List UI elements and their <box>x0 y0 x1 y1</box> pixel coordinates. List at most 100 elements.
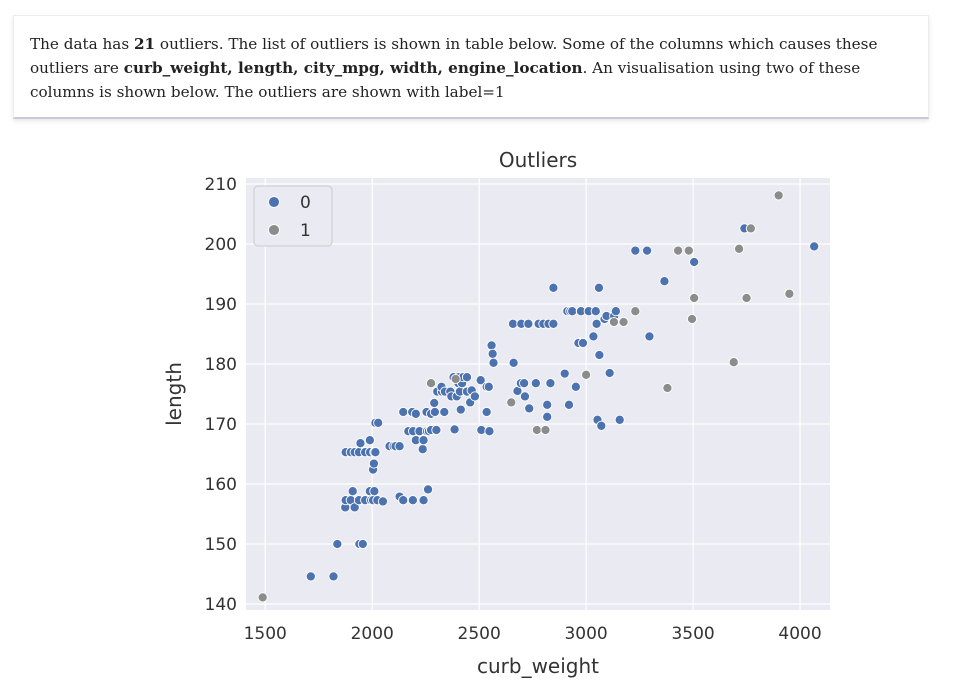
legend-marker <box>268 196 280 208</box>
legend-label: 0 <box>300 193 311 213</box>
legend-label: 1 <box>300 221 311 241</box>
inlier-point <box>407 495 418 506</box>
y-tick-label: 170 <box>205 415 237 435</box>
x-tick-label: 2000 <box>351 624 394 644</box>
scatter-plot-svg: 1500 2000 2500 3000 3500 4000 140150160170180… <box>162 148 830 678</box>
inlier-point <box>630 245 641 256</box>
description-mid: outliers. The list of outliers is shown … <box>30 35 878 77</box>
outlier-point <box>773 190 784 201</box>
inlier-point <box>418 495 429 506</box>
outlier-point <box>257 592 268 603</box>
inlier-point <box>347 486 358 497</box>
x-axis-label: curb_weight <box>477 654 599 678</box>
inlier-point <box>369 486 380 497</box>
inlier-point <box>588 331 599 342</box>
inlier-point <box>455 404 466 415</box>
inlier-point <box>530 378 541 389</box>
inlier-point <box>417 444 428 455</box>
inlier-point <box>570 381 581 392</box>
inlier-point <box>659 276 670 287</box>
inlier-point <box>410 408 421 419</box>
inlier-point <box>519 378 530 389</box>
outlier-point <box>683 245 694 256</box>
inlier-point <box>370 447 381 458</box>
description-suffix: . An visualisation using two of these co… <box>30 59 861 101</box>
inlier-point <box>545 378 556 389</box>
data-points <box>257 190 820 603</box>
y-tick-label: 150 <box>205 535 237 555</box>
outlier-columns: curb_weight, length, city_mpg, width, en… <box>123 59 583 77</box>
inlier-point <box>610 306 621 317</box>
y-tick-label: 140 <box>205 595 237 615</box>
legend: 01 <box>253 185 333 247</box>
legend-marker <box>268 224 280 236</box>
x-tick-label: 3500 <box>671 624 714 644</box>
inlier-point <box>484 426 495 437</box>
inlier-point <box>542 399 553 410</box>
inlier-point <box>398 495 409 506</box>
description-card: The data has 21 outliers. The list of ou… <box>13 15 929 119</box>
outlier-point <box>450 373 461 385</box>
outliers-chart: 1500 2000 2500 3000 3500 4000 140 150 160 170 180… <box>150 138 850 683</box>
chart-title: Outliers <box>499 148 577 172</box>
outlier-point <box>745 223 756 234</box>
y-tick-label: 210 <box>205 175 237 195</box>
inlier-point <box>507 318 519 329</box>
outlier-point <box>540 424 551 436</box>
x-tick-labels: 1500 2000 2500 3000 3500 4000 <box>244 624 822 644</box>
inlier-point <box>559 368 570 379</box>
y-tick-label: 200 <box>205 235 237 255</box>
inlier-point <box>590 306 601 317</box>
x-tick-label: 2500 <box>458 624 501 644</box>
inlier-point <box>604 367 615 379</box>
inlier-point <box>523 318 534 329</box>
outlier-point <box>673 245 684 256</box>
inlier-point <box>429 397 440 409</box>
outlier-point <box>784 288 795 299</box>
inlier-point <box>449 424 460 435</box>
y-tick-label: 180 <box>205 355 237 375</box>
inlier-point <box>429 406 440 418</box>
outlier-point <box>741 292 752 304</box>
inlier-point <box>614 414 625 425</box>
inlier-point <box>481 406 492 418</box>
inlier-point <box>328 571 339 582</box>
x-tick-label: 4000 <box>778 624 821 644</box>
inlier-point <box>332 538 343 550</box>
inlier-point <box>475 375 486 386</box>
outlier-point <box>618 316 629 328</box>
inlier-point <box>357 538 368 550</box>
inlier-point <box>461 372 473 383</box>
inlier-point <box>373 417 384 428</box>
inlier-point <box>594 349 605 361</box>
description-prefix: The data has <box>30 35 134 53</box>
outlier-count: 21 <box>133 35 156 53</box>
outlier-point <box>689 292 700 304</box>
inlier-point <box>591 318 602 329</box>
inlier-point <box>476 424 487 436</box>
inlier-point <box>508 357 519 368</box>
inlier-point <box>524 403 535 414</box>
y-axis-label: length <box>162 362 186 426</box>
outlier-point <box>662 382 673 394</box>
outlier-point <box>531 424 542 436</box>
outlier-point <box>608 316 619 328</box>
inlier-point <box>596 420 607 431</box>
outlier-point <box>734 243 745 254</box>
inlier-point <box>542 411 553 422</box>
inlier-point <box>642 245 653 256</box>
x-tick-label: 3000 <box>564 624 607 644</box>
inlier-point <box>431 424 442 436</box>
inlier-point <box>418 435 429 446</box>
inlier-point <box>548 318 559 329</box>
inlier-point <box>368 458 379 469</box>
inlier-point <box>355 438 366 449</box>
inlier-point <box>377 496 388 507</box>
outlier-point <box>686 313 698 325</box>
legend-frame <box>253 185 333 247</box>
inlier-point <box>548 282 559 293</box>
inlier-point <box>422 484 434 495</box>
outlier-point <box>728 357 739 368</box>
inlier-point <box>488 357 499 368</box>
outlier-point <box>630 306 641 317</box>
